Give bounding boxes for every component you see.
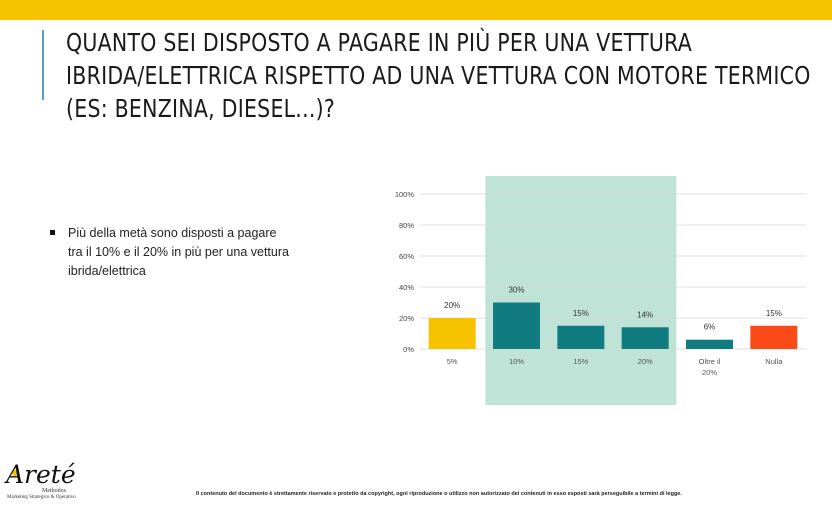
bar [557,325,605,349]
logo-tagline: Methodos [42,488,66,494]
bar [750,325,798,349]
x-tick-label: 15% [573,357,588,366]
y-tick-label: 80% [399,221,414,230]
y-tick-label: 40% [399,283,414,292]
top-accent-bar [0,0,832,20]
page-title: QUANTO SEI DISPOSTO A PAGARE IN PIÙ PER … [66,28,811,123]
data-label: 30% [508,286,524,295]
y-tick-label: 20% [399,314,414,323]
bar [493,302,540,349]
x-tick-label: 10% [509,357,524,366]
x-tick-label: 20% [638,357,653,366]
bar [428,318,476,349]
company-logo: Areté Methodos Marketing Strategico & Op… [6,460,86,506]
bar [686,339,733,349]
logo-name: Areté [6,460,76,489]
data-label: 20% [444,301,460,310]
data-label: 6% [704,323,716,332]
bar [621,327,669,349]
logo-subtitle: Marketing Strategico & Operativo [7,495,76,500]
logo-dot-icon [12,470,18,476]
title-accent-line [42,30,44,100]
bullet-text: Più della metà sono disposti a pagare tr… [68,226,289,278]
copyright-footer: Il contenuto del documento è strettament… [196,491,682,497]
bullet-square-icon [50,230,55,235]
y-tick-label: 0% [403,345,414,354]
y-tick-label: 100% [395,190,415,199]
x-tick-label: 5% [447,357,458,366]
x-tick-label: Oltre il 20% [699,357,721,377]
x-tick-label: Nulla [765,357,783,366]
data-label: 14% [637,310,653,319]
highlight-band [485,176,677,405]
bullet-point: Più della metà sono disposti a pagare tr… [50,224,293,281]
data-label: 15% [573,309,589,318]
y-tick-label: 60% [399,252,414,261]
data-label: 15% [766,309,782,318]
